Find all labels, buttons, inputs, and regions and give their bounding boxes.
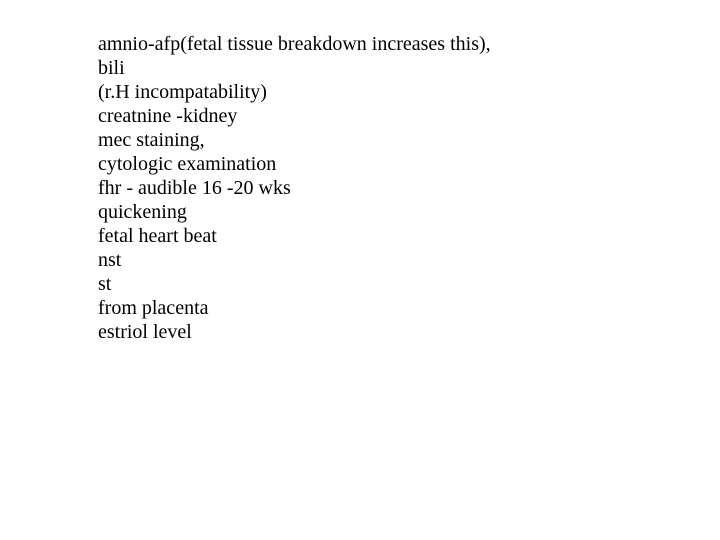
text-line: cytologic examination <box>98 152 658 176</box>
text-line: bili <box>98 56 658 80</box>
text-line: nst <box>98 248 658 272</box>
text-line: creatnine -kidney <box>98 104 658 128</box>
text-block: amnio-afp(fetal tissue breakdown increas… <box>98 32 658 344</box>
text-line: fhr - audible 16 -20 wks <box>98 176 658 200</box>
text-line: fetal heart beat <box>98 224 658 248</box>
text-line: from placenta <box>98 296 658 320</box>
text-line: quickening <box>98 200 658 224</box>
text-line: amnio-afp(fetal tissue breakdown increas… <box>98 32 658 56</box>
text-line: mec staining, <box>98 128 658 152</box>
text-line: estriol level <box>98 320 658 344</box>
text-line: st <box>98 272 658 296</box>
text-line: (r.H incompatability) <box>98 80 658 104</box>
